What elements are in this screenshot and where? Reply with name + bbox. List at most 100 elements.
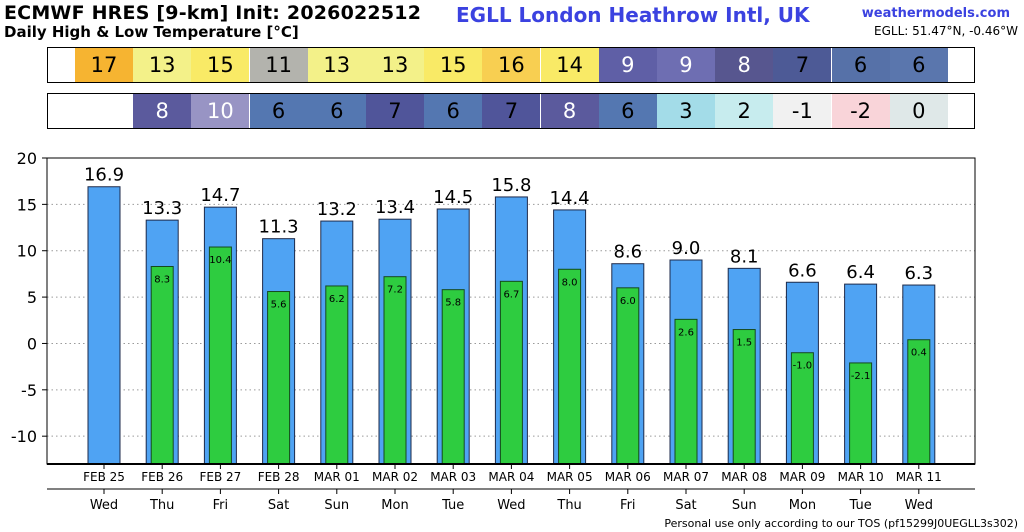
- x-weekday-label: Wed: [905, 498, 933, 513]
- high_strip-cell: 15: [191, 48, 250, 82]
- low-temp-bar: [267, 291, 291, 465]
- x-weekday-label: Fri: [620, 498, 636, 513]
- footer-note: Personal use only according to our TOS (…: [664, 517, 1018, 530]
- x-date-label: MAR 07: [663, 470, 709, 484]
- low_strip-cell: 10: [191, 94, 250, 128]
- low-temp-bar: [325, 285, 349, 465]
- low-temp-bar: [558, 268, 582, 465]
- x-date-label: MAR 10: [838, 470, 884, 484]
- low-temp-bar: [616, 287, 640, 465]
- x-date-label: MAR 03: [430, 470, 476, 484]
- x-weekday-label: Wed: [90, 498, 118, 513]
- x-weekday-label: Sun: [732, 498, 757, 513]
- low_strip-cell: 8: [133, 94, 192, 128]
- high_strip-cell: 13: [365, 48, 425, 82]
- daily-high-strip: 17 13 15 11 13 13 15 16 14 9 9 8 7 6 6: [47, 47, 975, 83]
- x-date-label: MAR 11: [896, 470, 942, 484]
- high-temp-label: 13.3: [142, 198, 182, 219]
- low-temp-label: 6.2: [329, 294, 345, 305]
- high-temp-label: 14.5: [433, 187, 473, 208]
- low-temp-label: 8.0: [562, 277, 578, 288]
- high-temp-label: 9.0: [672, 238, 701, 259]
- high-temp-label: 6.3: [904, 263, 933, 284]
- temperature-bar-chart: 20 15 10 5 0 -5 -10 16.9 13.3 8.3 14.7 10.4 11.3 5.6 1…: [11, 149, 976, 513]
- low-temp-label: 7.2: [387, 285, 403, 296]
- high_strip-cell: 15: [424, 48, 483, 82]
- x-weekday-label: Thu: [149, 498, 174, 513]
- low_strip-cell: 6: [598, 94, 657, 128]
- low_strip-cell: 6: [249, 94, 308, 128]
- high_strip-cell: 6: [889, 48, 948, 82]
- station-name: EGLL London Heathrow Intl, UK: [456, 3, 810, 27]
- chart-subtitle: Daily High & Low Temperature [°C]: [4, 23, 299, 41]
- high_strip-cell: 14: [540, 48, 599, 82]
- x-weekday-label: Wed: [497, 498, 525, 513]
- low-temp-bar: [383, 276, 407, 465]
- x-date-label: MAR 06: [605, 470, 651, 484]
- high-temp-label: 11.3: [259, 217, 299, 238]
- high_strip-cell: 13: [307, 48, 366, 82]
- low_strip-cell: -1: [773, 94, 832, 128]
- low_strip-cell: -2: [831, 94, 890, 128]
- chart-area: 20 15 10 5 0 -5 -10 16.9 13.3 8.3 14.7 10.4 11.3 5.6 1…: [0, 145, 1024, 519]
- chart-title: ECMWF HRES [9-km] Init: 2026022512: [4, 2, 422, 24]
- y-tick-label: 20: [17, 149, 37, 168]
- high_strip-cell: 17: [74, 48, 134, 82]
- high-temp-label: 13.2: [317, 199, 357, 220]
- high-temp-label: 16.9: [84, 165, 124, 186]
- x-date-label: MAR 01: [314, 470, 360, 484]
- low-temp-label: -1.0: [793, 361, 813, 372]
- low-temp-label: 6.0: [620, 296, 636, 307]
- high_strip-cell: 8: [715, 48, 774, 82]
- high-temp-label: 15.8: [491, 175, 531, 196]
- x-date-label: MAR 08: [721, 470, 767, 484]
- x-weekday-label: Sun: [324, 498, 349, 513]
- x-weekday-label: Tue: [848, 498, 871, 513]
- high_strip-cell: 6: [831, 48, 890, 82]
- low-temp-bar: [499, 280, 523, 465]
- x-date-label: MAR 09: [779, 470, 825, 484]
- x-weekday-label: Thu: [556, 498, 581, 513]
- low_strip-cell: 6: [424, 94, 483, 128]
- high_strip-cell: 16: [482, 48, 541, 82]
- low-temp-bar: [732, 329, 756, 465]
- x-weekday-label: Fri: [213, 498, 229, 513]
- x-weekday-label: Mon: [789, 498, 816, 513]
- high_strip-cell: 9: [656, 48, 716, 82]
- high-temp-bar: [87, 186, 121, 465]
- high-temp-label: 8.6: [613, 242, 642, 263]
- high_strip-cell: 13: [133, 48, 192, 82]
- low_strip-cell: 0: [889, 94, 948, 128]
- low-temp-label: 5.8: [445, 298, 461, 309]
- x-date-label: FEB 26: [141, 470, 183, 484]
- high-temp-label: 13.4: [375, 197, 415, 218]
- x-date-label: FEB 25: [83, 470, 125, 484]
- low-temp-bar: [208, 246, 232, 465]
- site-link[interactable]: weathermodels.com: [861, 6, 1010, 21]
- low-temp-bar: [674, 318, 698, 465]
- y-tick-label: -5: [21, 381, 37, 400]
- high-temp-label: 6.6: [788, 260, 817, 281]
- low-temp-label: 6.7: [503, 289, 519, 300]
- low-temp-label: -2.1: [851, 371, 871, 382]
- low-temp-label: 8.3: [154, 274, 170, 285]
- high-temp-label: 14.4: [550, 188, 590, 209]
- high_strip-cell: 9: [598, 48, 657, 82]
- x-date-label: FEB 28: [258, 470, 300, 484]
- low-temp-label: 5.6: [271, 300, 287, 311]
- y-tick-label: -10: [11, 427, 37, 446]
- x-weekday-label: Sat: [675, 498, 696, 513]
- low-temp-label: 1.5: [736, 338, 752, 349]
- x-weekday-label: Sat: [268, 498, 289, 513]
- low_strip-cell: 7: [365, 94, 425, 128]
- daily-low-strip: 8 10 6 6 7 6 7 8 6 3 2 -1 -2 0: [47, 93, 975, 129]
- high_strip-cell: 7: [773, 48, 832, 82]
- low-temp-label: 10.4: [209, 255, 231, 266]
- low_strip-cell: 3: [656, 94, 716, 128]
- low_strip-cell: 6: [307, 94, 366, 128]
- low-temp-bar: [150, 265, 174, 465]
- high-temp-label: 14.7: [200, 185, 240, 206]
- high_strip-cell: 11: [249, 48, 308, 82]
- low_strip-cell: 7: [482, 94, 541, 128]
- low_strip-cell: 2: [715, 94, 774, 128]
